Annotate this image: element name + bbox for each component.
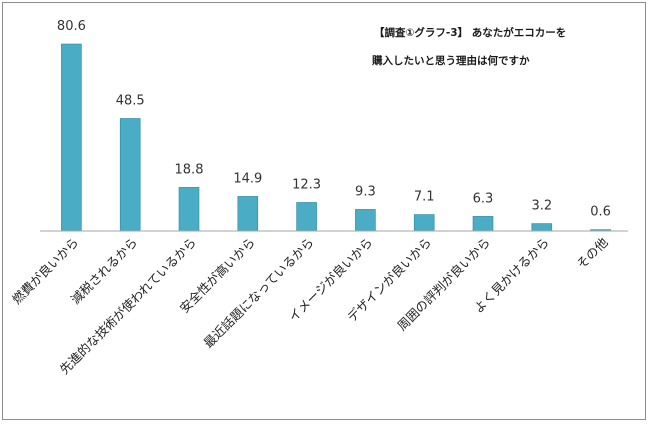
- bar-6: [413, 214, 435, 232]
- bar-5: [355, 209, 376, 232]
- bar-4: [296, 202, 317, 232]
- category-label-4: 最近話題になっているから: [200, 235, 316, 351]
- data-label-0: 80.6: [57, 19, 86, 34]
- data-label-2: 18.8: [175, 162, 204, 177]
- chart-title: 【調査①グラフ-3】 あなたがエコカーを 購入したいと思う理由は何ですか: [371, 26, 566, 67]
- data-label-4: 12.3: [292, 177, 321, 192]
- chart-title-line-1: 【調査①グラフ-3】 あなたがエコカーを: [374, 26, 566, 39]
- category-label-9: その他: [574, 234, 611, 271]
- data-label-5: 9.3: [355, 184, 376, 199]
- data-label-8: 3.2: [531, 199, 552, 214]
- bar-0: [61, 43, 82, 232]
- data-label-1: 48.5: [116, 93, 145, 108]
- data-label-3: 14.9: [233, 171, 262, 186]
- bar-7: [472, 216, 494, 232]
- bar-3: [237, 196, 259, 232]
- data-label-7: 6.3: [473, 191, 494, 206]
- data-label-9: 0.6: [590, 205, 611, 220]
- chart-title-line-2: 購入したいと思う理由は何ですか: [371, 54, 530, 67]
- bar-2: [178, 187, 200, 232]
- chart-frame: [2, 2, 646, 420]
- data-label-6: 7.1: [414, 190, 435, 205]
- bar-8: [531, 223, 553, 232]
- bar-1: [119, 118, 141, 232]
